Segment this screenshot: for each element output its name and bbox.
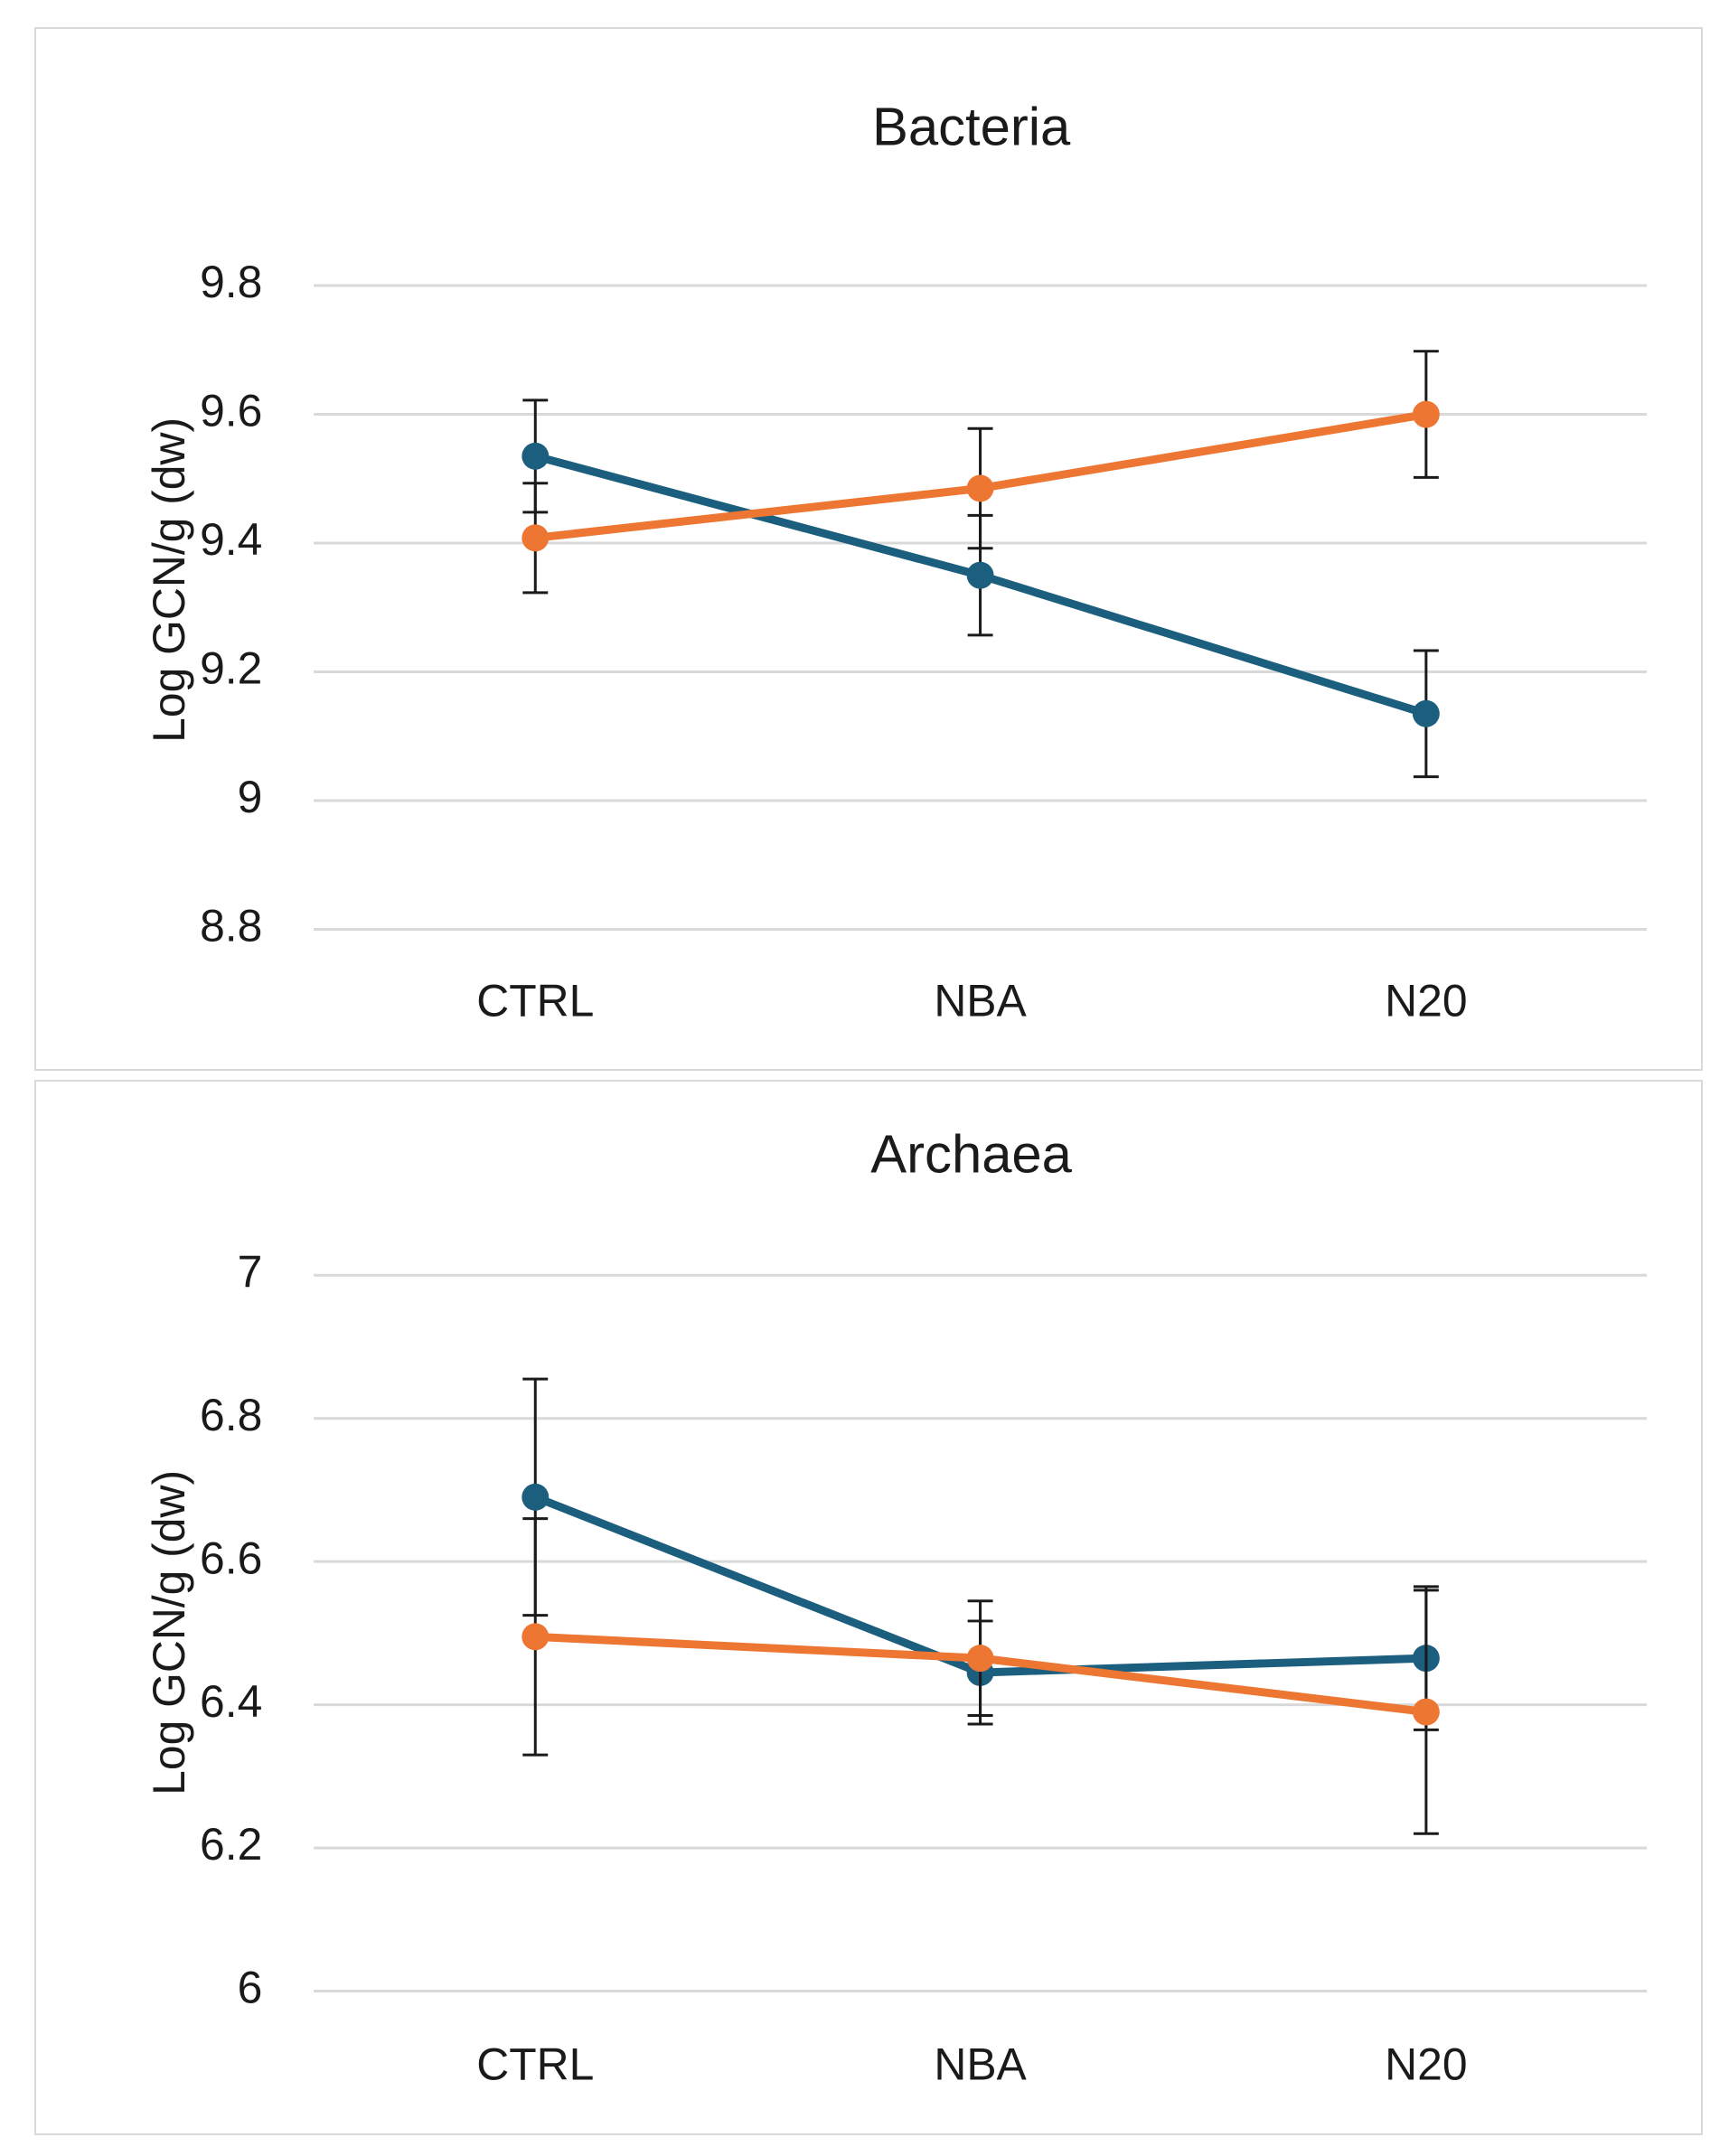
data-point	[966, 1645, 994, 1673]
y-tick-label: 9	[238, 772, 263, 822]
data-point	[522, 524, 550, 552]
series-1	[522, 398, 1440, 779]
x-tick-label: CTRL	[476, 2039, 594, 2089]
y-tick-label: 8.8	[200, 901, 262, 951]
data-point	[1412, 699, 1440, 727]
y-tick-label: 6	[238, 1963, 263, 2013]
data-point	[1412, 400, 1440, 428]
x-tick-label: NBA	[934, 2039, 1027, 2089]
y-tick-label: 6.8	[200, 1390, 262, 1440]
data-point	[522, 1483, 550, 1511]
data-point	[966, 561, 994, 589]
archaea-chart: Archaea 6 6.2 6.4 6.6 6.8 7 Log GCN/g (dw) CTRL N…	[144, 1124, 1648, 2089]
y-axis-label: Log GCN/g (dw)	[144, 417, 194, 743]
y-tick-label: 6.2	[200, 1819, 262, 1870]
bacteria-chart: Bacteria 8.8 9 9.2 9.4 9.6 9.8 Log GCN/g (dw) CT…	[144, 96, 1648, 1026]
y-tick-label: 9.8	[200, 257, 262, 307]
data-point	[966, 474, 994, 502]
x-tick-label: CTRL	[476, 975, 594, 1026]
y-tick-label: 9.4	[200, 514, 262, 565]
x-tick-label: NBA	[934, 975, 1027, 1026]
data-point	[522, 442, 550, 470]
chart-title: Archaea	[870, 1124, 1072, 1185]
y-tick-label: 7	[238, 1246, 263, 1297]
y-axis-label: Log GCN/g (dw)	[144, 1470, 194, 1795]
x-tick-label: N20	[1385, 975, 1467, 1026]
series-2	[522, 1517, 1440, 1835]
data-point	[522, 1623, 550, 1651]
y-tick-label: 6.6	[200, 1533, 262, 1583]
chart-title: Bacteria	[872, 96, 1071, 156]
y-tick-label: 9.2	[200, 643, 262, 694]
y-tick-label: 9.6	[200, 386, 262, 436]
x-tick-label: N20	[1385, 2039, 1467, 2089]
series-2	[522, 350, 1440, 595]
archaea-chart-panel: Archaea 6 6.2 6.4 6.6 6.8 7 Log GCN/g (dw) CTRL N…	[34, 1080, 1703, 2135]
y-tick-label: 6.4	[200, 1676, 262, 1727]
data-point	[1412, 1698, 1440, 1726]
bacteria-chart-panel: Bacteria 8.8 9 9.2 9.4 9.6 9.8 Log GCN/g (dw) CT…	[34, 27, 1703, 1071]
